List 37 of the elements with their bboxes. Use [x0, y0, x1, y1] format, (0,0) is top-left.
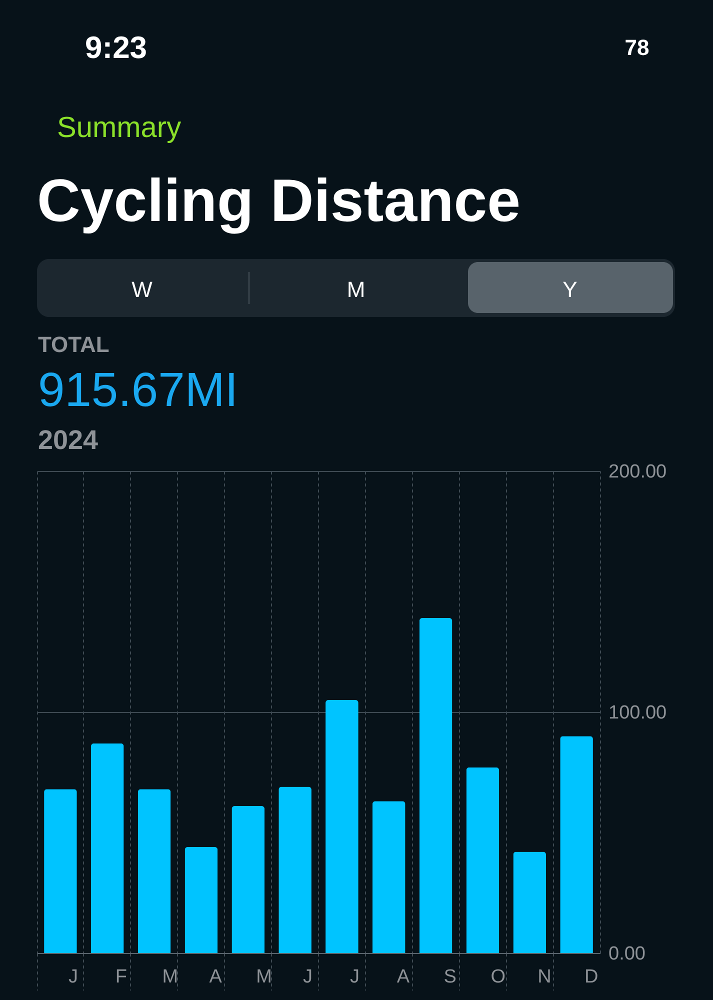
text: Y: [562, 277, 578, 302]
bar: [90, 743, 124, 953]
bar: [278, 786, 312, 953]
x-tick-label: O: [490, 966, 506, 988]
text: TOTAL: [38, 332, 110, 357]
bar: [326, 700, 358, 953]
chart-title: Cycling Distance: [37, 167, 520, 234]
text: 9:23: [85, 30, 148, 65]
x-tick-label: A: [209, 966, 222, 988]
bar: [513, 852, 546, 953]
text: 78: [624, 35, 650, 60]
y-tick-label: 200.00: [608, 462, 667, 482]
bar: [44, 789, 77, 953]
bar: [419, 618, 452, 953]
x-tick-label: J: [350, 966, 360, 988]
x-tick-label: M: [162, 966, 178, 988]
x-tick-label: M: [256, 966, 272, 988]
bar: [138, 789, 171, 953]
x-tick-label: A: [396, 966, 410, 988]
text: Summary: [57, 112, 182, 144]
bar: [184, 846, 218, 953]
y-tick-label: 100.00: [608, 702, 667, 724]
text: W: [132, 277, 153, 302]
x-tick-label: N: [538, 966, 552, 988]
bar: [466, 767, 500, 953]
x-tick-label: J: [68, 966, 78, 988]
x-tick-label: F: [115, 966, 127, 988]
text: 2024: [38, 425, 98, 455]
bar: [560, 736, 593, 953]
y-tick-label: 0.00: [608, 944, 646, 964]
bar: [372, 801, 406, 953]
x-tick-label: S: [444, 966, 456, 988]
x-tick-label: D: [584, 966, 598, 988]
x-tick-label: J: [303, 966, 313, 988]
text: M: [346, 277, 366, 302]
bar: [232, 806, 265, 953]
text: 915.67MI: [38, 364, 238, 417]
